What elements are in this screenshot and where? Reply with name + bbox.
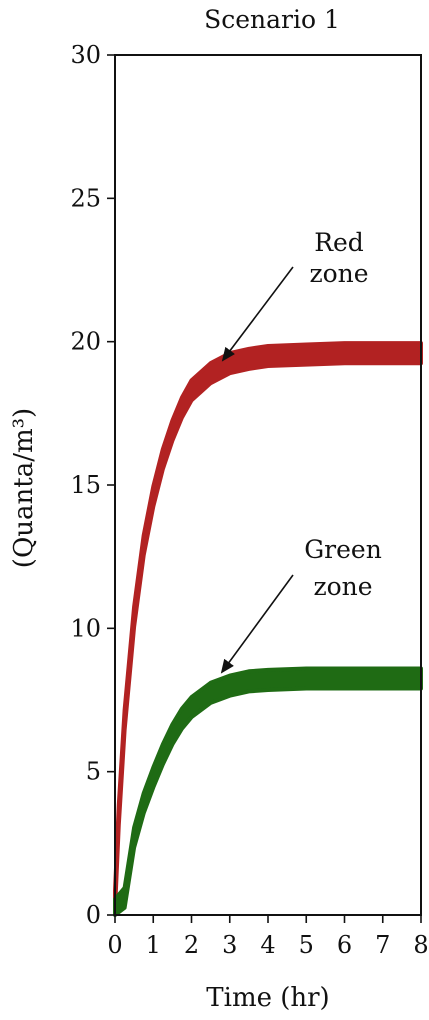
x-tick-label: 6 [337,931,352,959]
annotations: Red zone Green zone [220,228,382,674]
annotation-red-zone-arrow [221,266,294,362]
x-tick-label: 4 [260,931,275,959]
series-red-zone-band [113,341,423,913]
y-tick-label: 30 [70,41,101,69]
y-tick-label: 25 [70,184,101,212]
annotation-green-zone-line1: Green [304,535,382,564]
chart-title: Scenario 1 [204,5,340,34]
x-tick-label: 2 [184,931,199,959]
annotation-red-zone-line1: Red [314,228,364,257]
x-tick-label: 3 [222,931,237,959]
plot-frame [114,54,422,916]
y-axis-label: (Quanta/m³) [9,408,39,568]
y-tick-label: 0 [86,901,101,929]
y-tick-label: 10 [70,614,101,642]
y-tick-label: 5 [86,758,101,786]
x-tick-label: 5 [299,931,314,959]
y-tick-label: 20 [70,328,101,356]
series-green-zone-band [113,666,423,917]
y-axis: 0 5 10 15 20 25 30 [70,41,115,929]
x-tick-label: 7 [375,931,390,959]
x-tick-label: 1 [146,931,161,959]
annotation-red-zone-line2: zone [309,259,368,288]
x-axis-label: Time (hr) [206,983,329,1013]
y-tick-label: 15 [70,471,101,499]
series-layer [113,341,423,917]
x-tick-label: 8 [413,931,428,959]
x-tick-label: 0 [107,931,122,959]
annotation-green-zone-arrow [220,574,294,674]
annotation-green-zone-line2: zone [313,572,372,601]
